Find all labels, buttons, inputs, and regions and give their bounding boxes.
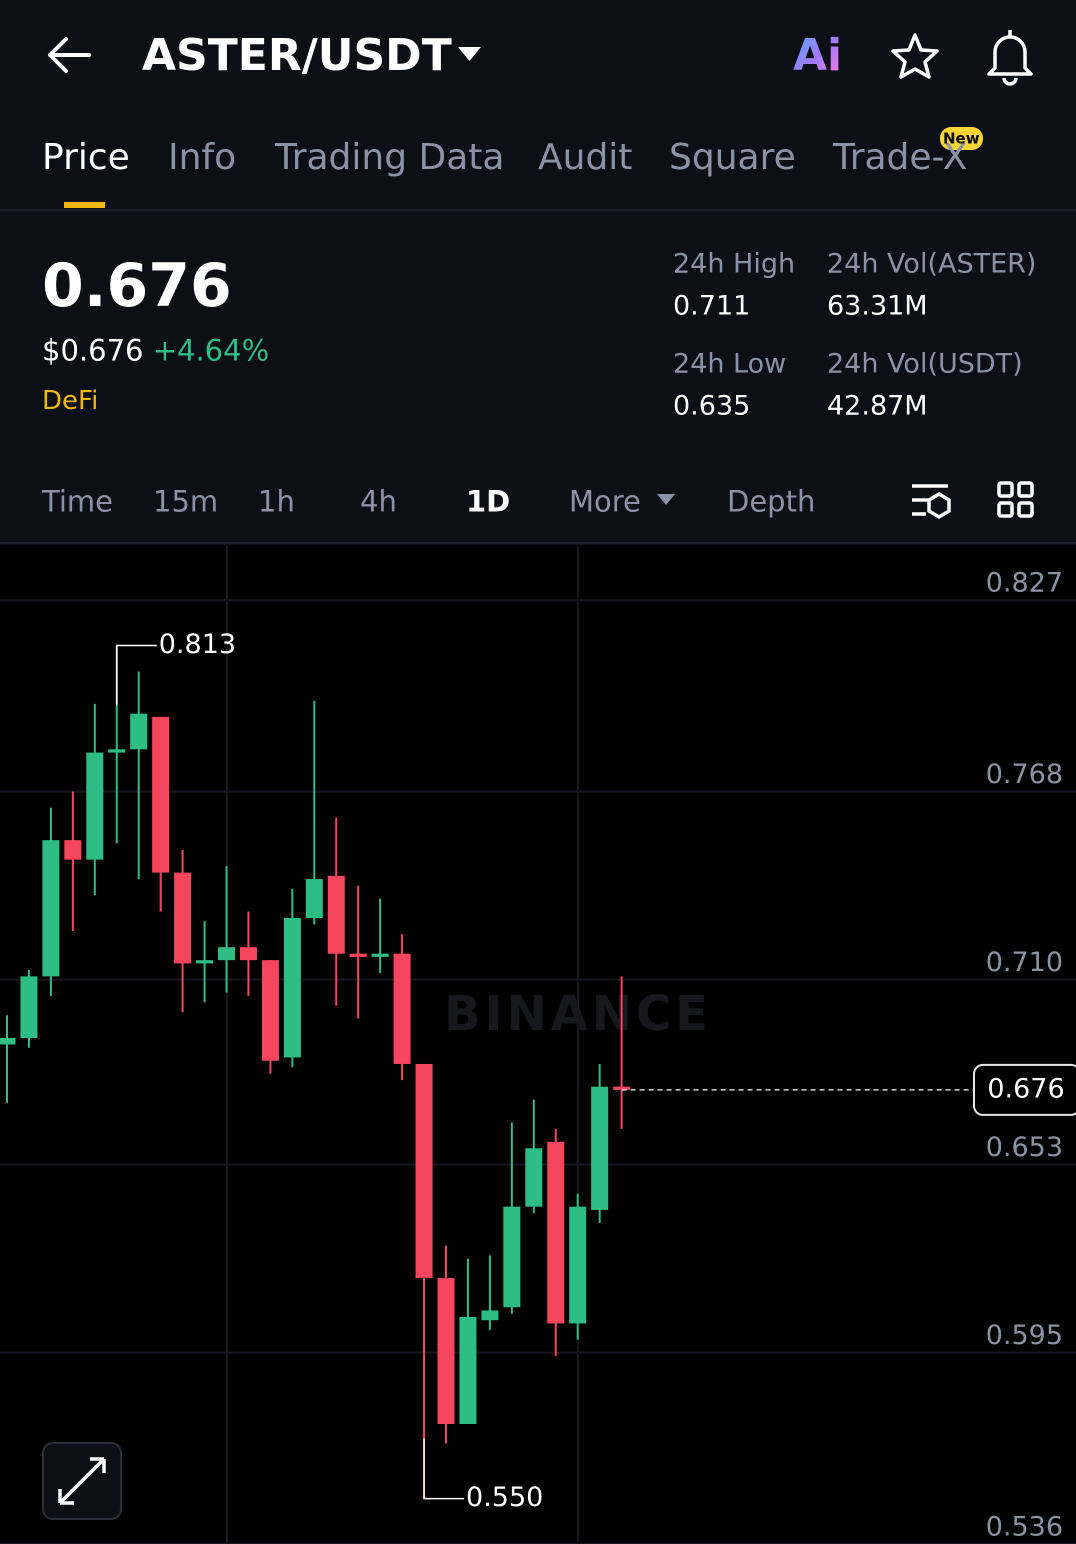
candle-body	[174, 872, 192, 964]
stat-value: 42.87M	[827, 390, 928, 422]
header-icons	[0, 30, 1076, 544]
new-badge: New	[943, 129, 980, 148]
candle-body	[239, 947, 257, 961]
candle-body	[327, 875, 345, 954]
stat-value: 0.711	[673, 290, 751, 322]
interval[interactable]: More	[569, 484, 641, 519]
more-caret[interactable]	[657, 494, 675, 505]
last-price: 0.676	[42, 251, 232, 321]
stat-label: 24h Low	[673, 348, 787, 380]
interval[interactable]: 4h	[360, 484, 397, 519]
interval[interactable]: 1h	[258, 484, 295, 519]
candle-body	[569, 1206, 587, 1324]
interval[interactable]: 15m	[153, 484, 219, 519]
candle-body	[0, 1038, 16, 1045]
candle-body	[42, 840, 60, 977]
candle-body	[20, 976, 38, 1039]
chart-settings-button[interactable]	[912, 484, 951, 520]
stat-label: 24h Vol(USDT)	[827, 348, 1023, 380]
tab[interactable]: Audit	[538, 137, 633, 178]
stat-value: 0.635	[673, 390, 751, 422]
candle-body	[503, 1206, 521, 1308]
pair-caret[interactable]	[458, 47, 481, 61]
tab[interactable]: Trading Data	[275, 137, 505, 178]
candle-body	[86, 752, 104, 860]
candle-body	[437, 1278, 455, 1424]
last-price-box	[973, 1063, 1076, 1116]
candle-body	[393, 953, 411, 1064]
last-price-label: 0.676	[987, 1073, 1064, 1104]
annotation-label: 0.550	[466, 1482, 543, 1513]
candle-body	[459, 1316, 477, 1424]
price-change: +4.64%	[152, 333, 270, 368]
y-tick-label: 0.827	[986, 568, 1063, 599]
tab[interactable]: Square	[669, 137, 796, 178]
tab[interactable]: Price	[42, 137, 130, 178]
annotation-line	[116, 644, 157, 706]
stat-value: 63.31M	[827, 290, 928, 322]
top-panel: ASTER/USDT Ai 0.676 $0.676 +4.64% DeFi P…	[0, 0, 1076, 545]
candle-body	[415, 1063, 433, 1279]
candlestick-chart: BINANCE 0.536 0.595 0.653 0.710 0.768 0.827 0.…	[0, 545, 1076, 1544]
candle-body	[371, 953, 389, 957]
annotation-line	[423, 1438, 465, 1500]
bell-button[interactable]	[987, 30, 1033, 86]
candle-body	[108, 749, 126, 753]
candle-body	[218, 947, 235, 961]
y-tick-label: 0.536	[986, 1512, 1063, 1543]
candle-body	[591, 1086, 609, 1210]
usd-price: $0.676 +4.64%	[42, 333, 270, 368]
tab[interactable]: Trade-X	[833, 137, 968, 178]
ai-button[interactable]: Ai	[793, 30, 843, 81]
interval[interactable]: Depth	[727, 484, 816, 519]
candle-body	[196, 960, 214, 964]
active-tab-underline	[64, 202, 105, 208]
candle-body	[64, 840, 82, 860]
y-tick-label: 0.768	[986, 759, 1063, 790]
pair-title[interactable]: ASTER/USDT	[142, 30, 452, 81]
candle-body	[130, 713, 148, 750]
watermark: BINANCE	[444, 986, 712, 1042]
candle-body	[283, 918, 301, 1058]
candle-body	[152, 716, 170, 873]
candle-body	[525, 1148, 543, 1207]
tab[interactable]: Info	[168, 137, 237, 178]
usd-price-text: $0.676	[42, 333, 144, 368]
y-tick-label: 0.653	[986, 1132, 1063, 1163]
category-tag[interactable]: DeFi	[42, 386, 99, 416]
stat-label: 24h Vol(ASTER)	[827, 248, 1037, 280]
candle-body	[481, 1310, 499, 1321]
y-tick-label: 0.595	[986, 1320, 1063, 1351]
candle-body	[305, 879, 323, 919]
layout-button[interactable]	[997, 481, 1034, 518]
candle-body	[613, 1086, 631, 1090]
back-button[interactable]	[48, 37, 91, 73]
new-badge-bg	[940, 127, 983, 150]
expand-button[interactable]	[42, 1442, 122, 1520]
interval[interactable]: 1D	[466, 484, 511, 519]
annotation-label: 0.813	[159, 629, 236, 660]
candle-body	[261, 960, 279, 1061]
stat-label: 24h High	[673, 248, 796, 280]
candle-body	[349, 953, 367, 957]
star-button[interactable]	[891, 33, 939, 79]
y-tick-label: 0.710	[986, 947, 1063, 978]
interval[interactable]: Time	[42, 484, 113, 519]
candle-body	[547, 1141, 565, 1324]
